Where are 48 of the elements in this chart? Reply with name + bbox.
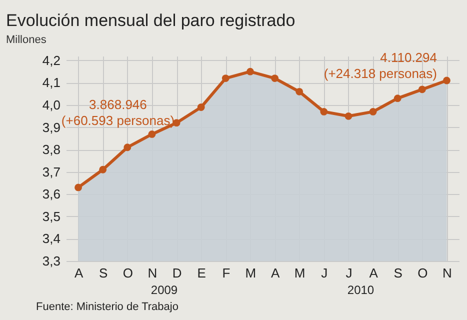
x-tick-label: J (346, 266, 352, 280)
x-tick-label: E (197, 266, 206, 280)
x-tick-label: N (148, 266, 158, 280)
point (443, 76, 450, 84)
point (99, 166, 107, 174)
y-tick-label: 3,4 (42, 231, 60, 246)
y-tick-label: 3,6 (42, 186, 60, 202)
x-tick-label: M (245, 266, 256, 280)
point (418, 86, 426, 94)
y-tick-label: 3,5 (42, 208, 60, 224)
point (124, 144, 132, 152)
point (246, 68, 254, 76)
x-tick-label: A (74, 266, 84, 280)
point (394, 94, 402, 102)
x-tick-label: A (270, 266, 280, 280)
point (148, 130, 156, 138)
y-tick-label: 3,9 (42, 120, 60, 135)
y-tick-label: 4,2 (42, 52, 60, 68)
x-tick-label: O (122, 266, 133, 280)
point (271, 74, 278, 82)
x-tick-label: O (418, 266, 428, 280)
chart-title: Evolución mensual del paro registrado (6, 11, 296, 30)
point (296, 88, 304, 96)
text: 2009 (150, 283, 178, 297)
y-axis-title: Millones (6, 34, 47, 46)
x-tick-label: M (294, 266, 306, 280)
point (344, 112, 352, 120)
text: 2010 (347, 283, 374, 297)
point (222, 74, 230, 82)
point (74, 184, 82, 192)
x-tick-label: N (442, 266, 452, 280)
x-tick-label: A (369, 266, 378, 280)
source-note: Fuente: Ministerio de Trabajo (36, 301, 178, 313)
x-tick-label: F (222, 266, 230, 280)
y-tick-label: 3,7 (42, 164, 60, 180)
point (320, 108, 328, 116)
point (369, 108, 377, 116)
point (197, 104, 205, 111)
x-tick-label: S (99, 266, 108, 280)
x-tick-label: D (172, 266, 182, 280)
x-tick-label: J (321, 266, 328, 280)
y-tick-label: 4,1 (42, 75, 60, 90)
x-tick-label: S (394, 266, 403, 280)
annotation: 3.868.946 (+60.593 personas) (61, 97, 175, 128)
y-tick-label: 3,8 (42, 142, 60, 158)
annotation: 4.110.294 (+24.318 personas) (324, 50, 437, 81)
y-tick-label: 3,3 (42, 254, 60, 268)
y-tick-label: 4,0 (42, 98, 60, 113)
